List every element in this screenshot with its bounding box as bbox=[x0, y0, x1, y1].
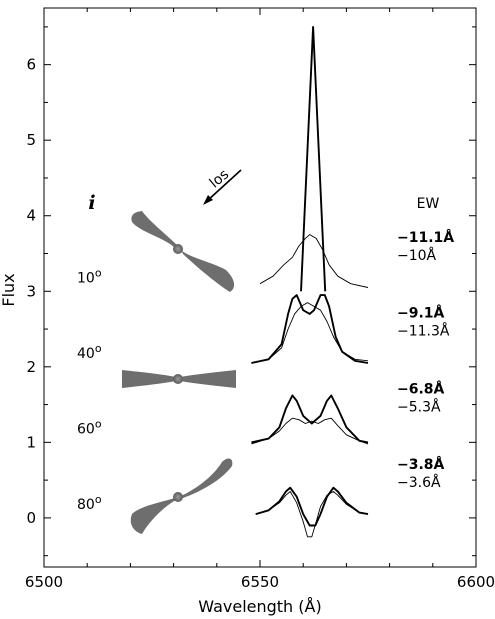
profile-60-thick bbox=[251, 394, 369, 444]
inclination-value: 60 bbox=[77, 421, 95, 437]
x-tick-label: 6550 bbox=[241, 573, 279, 591]
los-arrow-icon bbox=[203, 169, 242, 205]
ew-thick-40: −9.1Å bbox=[397, 305, 445, 322]
los-label: los bbox=[207, 166, 232, 191]
y-tick-label: 5 bbox=[26, 131, 36, 149]
degree-symbol: o bbox=[95, 266, 102, 279]
ew-header: EW bbox=[417, 196, 440, 212]
profile-10-thin bbox=[259, 234, 369, 288]
x-axis: 6500 6550 6600 bbox=[25, 8, 495, 591]
inclination-value: 80 bbox=[77, 497, 95, 513]
profile-40-thin bbox=[251, 302, 369, 364]
profile-80-thin bbox=[255, 491, 369, 538]
ew-thick-10: −11.1Å bbox=[397, 229, 454, 246]
ew-thick-60: −6.8Å bbox=[397, 380, 445, 397]
ew-thin-80: −3.6Å bbox=[397, 474, 441, 491]
profile-60-thin bbox=[251, 417, 369, 445]
profile-80-thick bbox=[255, 486, 369, 527]
y-tick-label: 1 bbox=[26, 433, 36, 451]
inclination-label-10: 10o bbox=[77, 266, 102, 286]
degree-symbol: o bbox=[95, 342, 102, 355]
x-axis-title: Wavelength (Å) bbox=[198, 597, 321, 616]
inclination-label-60: 60o bbox=[77, 417, 102, 437]
y-tick-label: 2 bbox=[26, 358, 36, 376]
x-tick-label: 6500 bbox=[25, 573, 63, 591]
panels-layer: 10o−11.1Å−10Å40o−9.1Å−11.3Å60o−6.8Å−5.3Å… bbox=[77, 25, 454, 538]
degree-symbol: o bbox=[95, 417, 102, 430]
ew-thick-80: −3.8Å bbox=[397, 456, 445, 473]
inclination-label-40: 40o bbox=[77, 342, 102, 362]
inclination-symbol: i bbox=[88, 192, 95, 214]
inclination-label-80: 80o bbox=[77, 493, 102, 513]
inclination-value: 40 bbox=[77, 346, 95, 362]
y-tick-label: 0 bbox=[26, 509, 36, 527]
y-tick-label: 4 bbox=[26, 207, 36, 225]
disk-sketch-10 bbox=[131, 211, 235, 292]
y-axis-title: Flux bbox=[0, 273, 18, 306]
x-tick-label: 6600 bbox=[457, 573, 495, 591]
profile-40-thick bbox=[251, 294, 369, 364]
profile-10-thick bbox=[300, 25, 327, 292]
y-tick-label: 6 bbox=[26, 56, 36, 74]
ew-thin-40: −11.3Å bbox=[397, 323, 450, 340]
disk-sketch-40 bbox=[122, 370, 236, 388]
ew-thin-60: −5.3Å bbox=[397, 398, 441, 415]
y-tick-label: 3 bbox=[26, 282, 36, 300]
disk-sketch-80 bbox=[130, 458, 233, 534]
inclination-value: 10 bbox=[77, 270, 95, 286]
y-axis: 0 1 2 3 4 5 6 bbox=[26, 26, 476, 557]
ew-thin-10: −10Å bbox=[397, 247, 437, 264]
degree-symbol: o bbox=[95, 493, 102, 506]
